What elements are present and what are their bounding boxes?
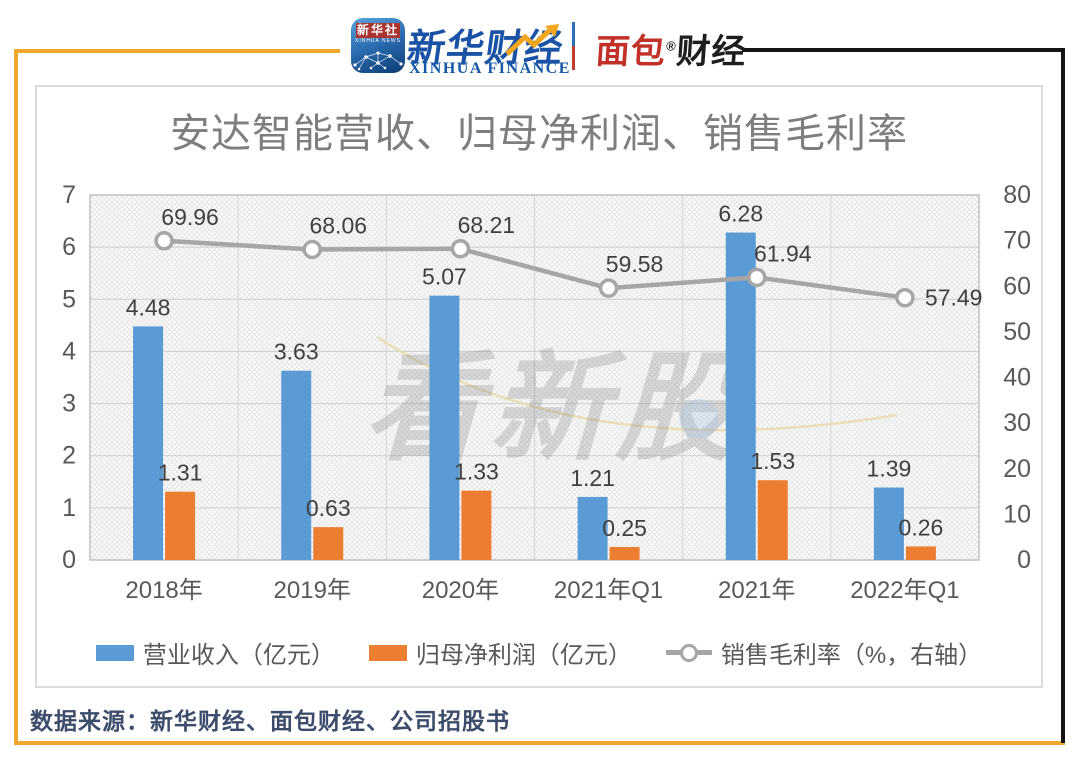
bar-data-label: 0.63 xyxy=(306,495,351,521)
x-axis-label: 2018年 xyxy=(125,577,202,604)
legend-bar-swatch xyxy=(95,644,134,661)
left-axis-tick: 3 xyxy=(62,390,76,418)
left-axis-tick: 0 xyxy=(62,546,76,574)
xinhua-finance-en-logo: XINHUA FINANCE xyxy=(409,60,571,77)
frame-left-border xyxy=(14,49,18,745)
network-constellation-icon xyxy=(353,51,403,71)
left-axis-tick: 4 xyxy=(62,337,76,365)
left-axis-tick: 1 xyxy=(62,494,76,522)
left-axis-tick: 6 xyxy=(62,233,76,261)
bar-data-label: 1.53 xyxy=(750,448,795,474)
legend-line-marker-swatch xyxy=(665,643,712,662)
bar-data-label: 6.28 xyxy=(718,201,763,227)
bar-data-label: 1.39 xyxy=(867,456,912,482)
x-axis-label: 2020年 xyxy=(422,577,499,604)
right-axis-tick: 0 xyxy=(1017,546,1031,574)
left-axis-tick: 7 xyxy=(62,181,76,209)
legend-label: 营业收入（亿元） xyxy=(142,642,335,669)
svg-text:看新股: 看新股 xyxy=(356,342,772,474)
right-axis-tick: 80 xyxy=(1003,181,1031,209)
revenue-bar xyxy=(725,232,756,561)
net-profit-bar xyxy=(461,490,492,560)
right-axis-tick: 20 xyxy=(1003,455,1031,483)
revenue-bar xyxy=(873,487,904,560)
legend-item: 营业收入（亿元） xyxy=(95,635,335,670)
left-axis-tick: 2 xyxy=(62,442,76,470)
revenue-bar xyxy=(429,295,460,560)
line-data-label: 68.21 xyxy=(458,212,516,238)
xinhua-news-cn-label: 新华社 xyxy=(356,23,400,38)
x-axis-label: 2021年Q1 xyxy=(554,577,663,604)
watermark-circle xyxy=(679,399,719,439)
revenue-bar xyxy=(577,496,608,560)
gross-margin-marker xyxy=(895,287,915,308)
frame-right-border xyxy=(1061,49,1065,743)
chart-plot: 看新股 4.48 3.63 5.07 1.21 6.28 1.39 1.31 0.63 1.33 0… xyxy=(62,181,1031,604)
right-axis-tick: 30 xyxy=(1003,409,1031,437)
legend-marker-dot xyxy=(679,643,698,662)
net-profit-bar xyxy=(313,527,344,560)
bar-data-label: 5.07 xyxy=(422,264,467,290)
x-axis-label: 2022年Q1 xyxy=(850,577,959,604)
chart-title: 安达智能营收、归母净利润、销售毛利率 xyxy=(170,112,908,156)
legend-bar-swatch xyxy=(368,644,407,661)
mianbao-black-text: 财经 xyxy=(675,33,748,71)
legend-item: 归母净利润（亿元） xyxy=(368,635,632,670)
line-data-label: 59.58 xyxy=(606,251,664,277)
legend-label: 归母净利润（亿元） xyxy=(415,642,632,669)
bar-data-label: 0.26 xyxy=(899,514,944,540)
plot-border xyxy=(89,194,980,561)
bar-data-label: 1.21 xyxy=(570,465,615,491)
frame-bottom-border xyxy=(14,741,1065,745)
mianbao-red-text: 面包 xyxy=(594,33,668,71)
bar-data-label: 1.33 xyxy=(454,459,499,485)
bar-data-label: 1.31 xyxy=(158,460,203,486)
watermark-text: 看新股 xyxy=(356,342,772,474)
gross-margin-line xyxy=(163,238,906,300)
gross-margin-marker xyxy=(747,267,767,288)
legend-item: 销售毛利率（%，右轴） xyxy=(665,635,983,670)
x-axis-label: 2019年 xyxy=(274,577,351,604)
lightning-arrow-icon xyxy=(505,24,559,56)
right-axis-tick: 50 xyxy=(1003,318,1031,346)
right-axis-tick: 70 xyxy=(1003,227,1031,255)
right-axis-tick: 40 xyxy=(1003,364,1031,392)
net-profit-bar xyxy=(609,546,640,560)
data-source: 数据来源：新华财经、面包财经、公司招股书 xyxy=(30,709,510,734)
revenue-bar xyxy=(133,326,164,560)
gross-margin-marker xyxy=(450,239,471,259)
line-data-label: 69.96 xyxy=(161,204,219,230)
frame-top-gold-border xyxy=(14,49,340,53)
right-axis-tick: 60 xyxy=(1003,272,1031,300)
line-data-label: 68.06 xyxy=(309,212,367,238)
line-data-label: 57.49 xyxy=(925,285,983,311)
net-profit-bar xyxy=(905,546,936,560)
gross-margin-marker xyxy=(154,231,174,251)
chart-card: 安达智能营收、归母净利润、销售毛利率 看新股 4.48 3.63 5.07 1.21 6.… xyxy=(35,85,1043,688)
x-axis-label: 2021年 xyxy=(718,577,795,604)
mianbao-finance-logo: 面包®财经 xyxy=(594,24,748,73)
bar-data-label: 4.48 xyxy=(126,294,171,320)
revenue-bar xyxy=(281,370,312,560)
gross-margin-marker xyxy=(302,239,322,260)
xinhua-news-en-label: XINHUA NEWS xyxy=(354,38,401,44)
left-axis-tick: 5 xyxy=(62,285,76,313)
frame-top-black-border xyxy=(742,48,1065,52)
line-data-label: 61.94 xyxy=(754,240,812,266)
gross-margin-marker xyxy=(598,278,619,298)
legend: 营业收入（亿元） 归母净利润（亿元） 销售毛利率（%，右轴） xyxy=(37,635,1041,670)
bar-data-label: 3.63 xyxy=(274,339,319,365)
net-profit-bar xyxy=(757,480,788,560)
bar-data-label: 0.25 xyxy=(602,515,647,541)
legend-label: 销售毛利率（%，右轴） xyxy=(720,642,983,669)
logo-divider xyxy=(572,22,575,70)
net-profit-bar xyxy=(165,491,196,560)
right-axis-tick: 10 xyxy=(1003,500,1031,528)
xinhua-news-app-icon: 新华社 XINHUA NEWS xyxy=(351,18,405,73)
